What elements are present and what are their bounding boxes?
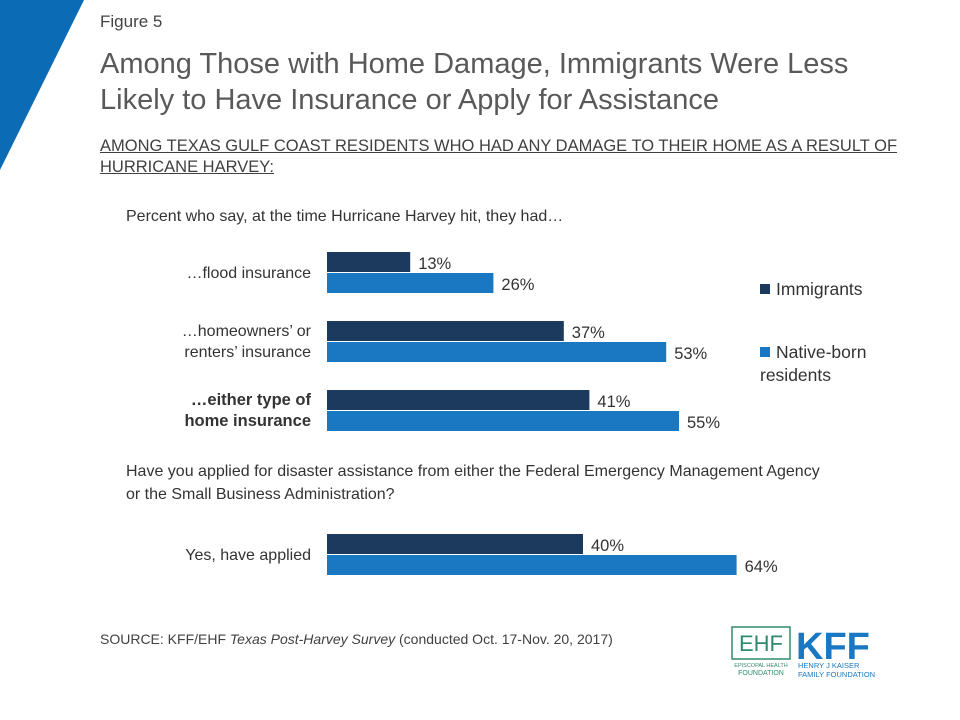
corner-accent-shape — [0, 0, 84, 170]
legend-swatch-immigrants — [760, 284, 770, 294]
kff-mark: KFF — [796, 626, 870, 668]
bar-immigrants — [327, 321, 564, 341]
data-label-immigrants: 41% — [597, 393, 630, 411]
bar-immigrants — [327, 252, 411, 272]
data-label-immigrants: 13% — [418, 255, 451, 273]
category-label: Yes, have applied — [185, 547, 311, 564]
data-label-native-born: 53% — [674, 345, 707, 363]
data-label-immigrants: 37% — [572, 324, 605, 342]
data-label-immigrants: 40% — [591, 537, 624, 555]
kff-logo: KFF HENRY J KAISER FAMILY FOUNDATION — [796, 626, 875, 679]
category-label: renters’ insurance — [184, 344, 311, 361]
category-label: home insurance — [184, 412, 311, 430]
ehf-logo: EHF EPISCOPAL HEALTH FOUNDATION — [731, 626, 791, 677]
category-label: …either type of — [191, 391, 312, 409]
kff-line2: FAMILY FOUNDATION — [798, 670, 875, 679]
bar-native-born — [327, 411, 679, 431]
bar-native-born — [327, 273, 494, 293]
bar-native-born — [327, 555, 737, 575]
kff-line1: HENRY J KAISER — [798, 661, 860, 670]
source-prefix: SOURCE: KFF/EHF — [100, 631, 230, 647]
data-label-native-born: 55% — [687, 414, 720, 432]
source-survey-name: Texas Post-Harvey Survey — [229, 631, 396, 647]
legend-label-immigrants: Immigrants — [776, 279, 863, 299]
footer-logos: EHF EPISCOPAL HEALTH FOUNDATION KFF HENR… — [731, 626, 875, 679]
ehf-mark: EHF — [739, 631, 783, 656]
legend-swatch-native-born — [760, 347, 770, 357]
source-note: SOURCE: KFF/EHF Texas Post-Harvey Survey… — [100, 631, 613, 647]
ehf-line1: EPISCOPAL HEALTH — [734, 663, 787, 669]
legend-label-native-born: Native-born residents — [760, 342, 867, 385]
bar-immigrants — [327, 390, 590, 410]
category-label: …homeowners’ or — [182, 323, 312, 340]
bar-immigrants — [327, 534, 583, 554]
bar-native-born — [327, 342, 667, 362]
data-label-native-born: 26% — [501, 276, 534, 294]
source-suffix: (conducted Oct. 17-Nov. 20, 2017) — [395, 631, 613, 647]
chart-subtitle: AMONG TEXAS GULF COAST RESIDENTS WHO HAD… — [100, 137, 898, 176]
question-insurance: Percent who say, at the time Hurricane H… — [126, 208, 564, 225]
question-assistance: Have you applied for disaster assistance… — [126, 463, 820, 503]
data-label-native-born: 64% — [745, 558, 778, 576]
chart-title: Among Those with Home Damage, Immigrants… — [100, 48, 849, 116]
category-label: …flood insurance — [186, 265, 311, 282]
legend-item-immigrants: Immigrants — [760, 278, 863, 301]
ehf-line2: FOUNDATION — [738, 670, 784, 677]
figure-label: Figure 5 — [100, 12, 163, 31]
legend-item-native-born: Native-born residents — [760, 341, 910, 387]
